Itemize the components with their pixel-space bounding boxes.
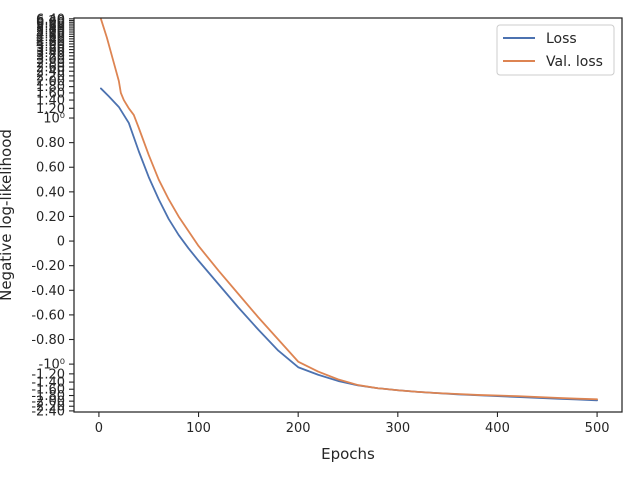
x-tick-label: 100	[186, 421, 211, 436]
y-tick-label: -0.40	[31, 284, 65, 299]
series-line-val-loss	[100, 17, 598, 401]
legend-label-loss: Loss	[546, 31, 577, 47]
y-tick-label: -2.40	[31, 404, 65, 419]
y-tick-label: 2.60	[36, 60, 65, 75]
y-tick-label: 4.00	[36, 37, 65, 52]
tick-layer: 0 100 200 300 400 500 -2.40-2.20-2.00-1.80-1.6…	[31, 12, 609, 436]
y-tick-label: -1.20	[31, 367, 65, 382]
y-tick-label: 3.80	[36, 40, 65, 55]
y-tick-label: 6.00	[36, 16, 65, 31]
y-tick-label: -0.80	[31, 333, 65, 348]
y-tick-label: 4.40	[36, 32, 65, 47]
y-tick-label: 3.20	[36, 49, 65, 64]
x-tick-label: 500	[585, 421, 610, 436]
x-tick-label: 400	[485, 421, 510, 436]
y-tick-label: 5.60	[36, 19, 65, 34]
y-tick-label: 10⁰	[43, 112, 65, 127]
y-tick-label: 2.80	[36, 57, 65, 72]
y-tick-label: -2.00	[31, 395, 65, 410]
y-tick-label: 0.60	[36, 161, 65, 176]
y-tick-label: 0	[57, 235, 65, 250]
y-tick-label: 0.80	[36, 136, 65, 151]
y-tick-label: 1.60	[36, 86, 65, 101]
y-tick-label: 0.40	[36, 185, 65, 200]
y-tick-label: -2.20	[31, 400, 65, 415]
y-tick-label: 4.60	[36, 30, 65, 45]
series-layer	[100, 17, 598, 402]
y-tick-label: 2.40	[36, 65, 65, 80]
y-tick-label: -1.80	[31, 389, 65, 404]
y-axis-title: Negative log-likelihood	[0, 129, 15, 301]
y-tick-label: -0.60	[31, 308, 65, 323]
y-tick-label: 3.60	[36, 43, 65, 58]
y-tick-label: -10⁰	[39, 358, 65, 373]
y-tick-label: 1.40	[36, 94, 65, 109]
y-tick-label: 6.40	[36, 12, 65, 27]
legend-label-val-loss: Val. loss	[546, 54, 603, 70]
legend: Loss Val. loss	[496, 24, 615, 76]
y-tick-label: -1.60	[31, 383, 65, 398]
y-tick-label: 3.40	[36, 46, 65, 61]
y-tick-label: 2.00	[36, 74, 65, 89]
x-tick-label: 300	[385, 421, 410, 436]
y-tick-label: 2.20	[36, 69, 65, 84]
x-tick-label: 0	[95, 421, 103, 436]
y-tick-label: 3.00	[36, 53, 65, 68]
series-line-loss	[100, 87, 598, 402]
y-tick-label: 4.80	[36, 28, 65, 43]
y-tick-label: 1.80	[36, 80, 65, 95]
y-tick-label: 5.20	[36, 23, 65, 38]
x-tick-label: 200	[286, 421, 311, 436]
y-tick-label: 4.20	[36, 35, 65, 50]
y-tick-label: 5.40	[36, 21, 65, 36]
x-axis-title: Epochs	[321, 445, 375, 463]
y-tick-label: 0.20	[36, 210, 65, 225]
y-tick-label: 5.00	[36, 26, 65, 41]
y-tick-label: 6.20	[36, 14, 65, 29]
y-tick-label: -1.40	[31, 376, 65, 391]
y-tick-label: 1.20	[36, 102, 65, 117]
y-tick-label: 5.80	[36, 18, 65, 33]
plot-area-frame	[73, 17, 623, 413]
y-tick-label: -0.20	[31, 259, 65, 274]
